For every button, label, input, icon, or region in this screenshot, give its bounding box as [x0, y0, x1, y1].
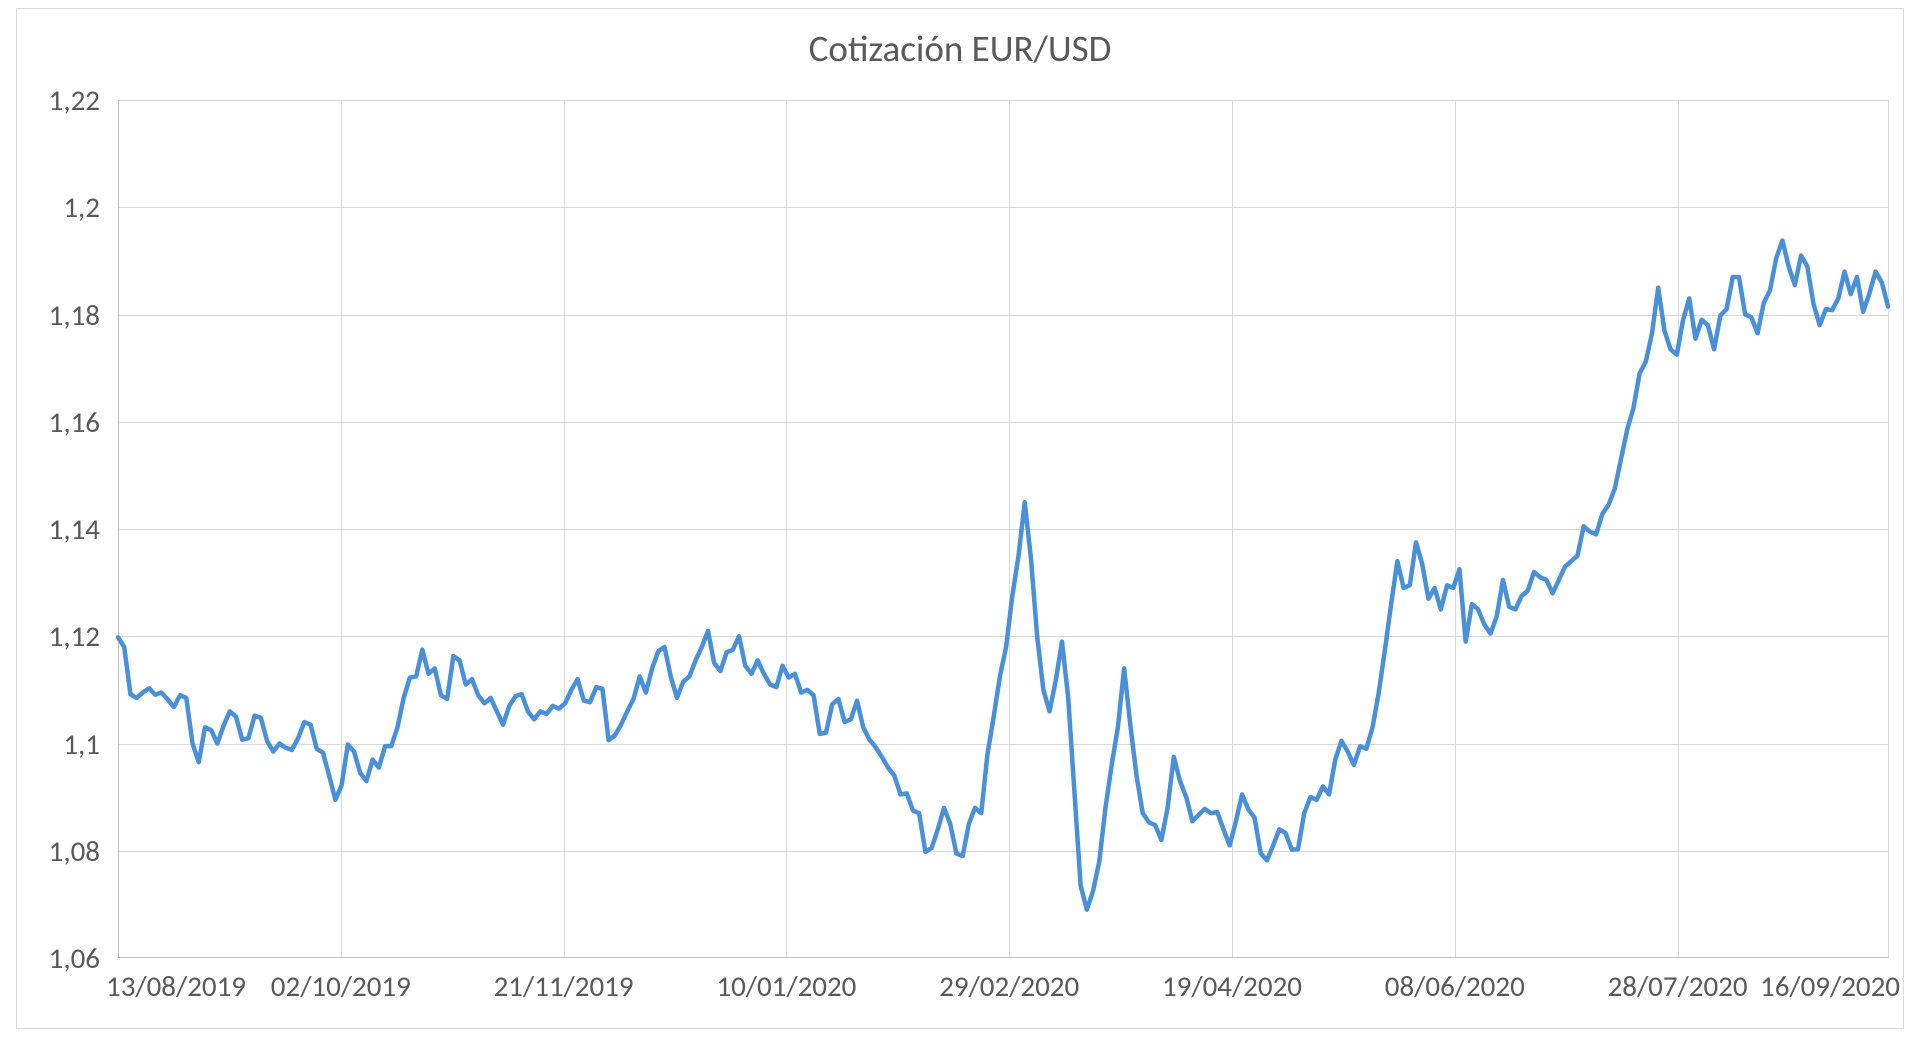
chart-title: Cotización EUR/USD: [16, 26, 1904, 71]
x-tick-label: 19/04/2020: [1132, 968, 1332, 1004]
y-tick-label: 1,22: [0, 82, 100, 118]
y-tick-label: 1,1: [0, 726, 100, 762]
y-tick-label: 1,2: [0, 189, 100, 225]
gridline-v: [1888, 100, 1889, 958]
x-tick-label: 02/10/2019: [241, 968, 441, 1004]
x-tick-label: 10/01/2020: [686, 968, 886, 1004]
plot-area: [118, 100, 1888, 958]
y-tick-label: 1,12: [0, 618, 100, 654]
y-tick-label: 1,08: [0, 833, 100, 869]
y-tick-label: 1,06: [0, 940, 100, 976]
x-tick-label: 16/09/2020: [1700, 968, 1900, 1004]
x-tick-label: 29/02/2020: [909, 968, 1109, 1004]
x-tick-label: 21/11/2019: [464, 968, 664, 1004]
y-tick-label: 1,14: [0, 511, 100, 547]
x-tick-label: 08/06/2020: [1355, 968, 1555, 1004]
y-tick-label: 1,18: [0, 297, 100, 333]
eurusd-line: [118, 241, 1888, 910]
y-tick-label: 1,16: [0, 404, 100, 440]
line-series: [118, 100, 1888, 958]
